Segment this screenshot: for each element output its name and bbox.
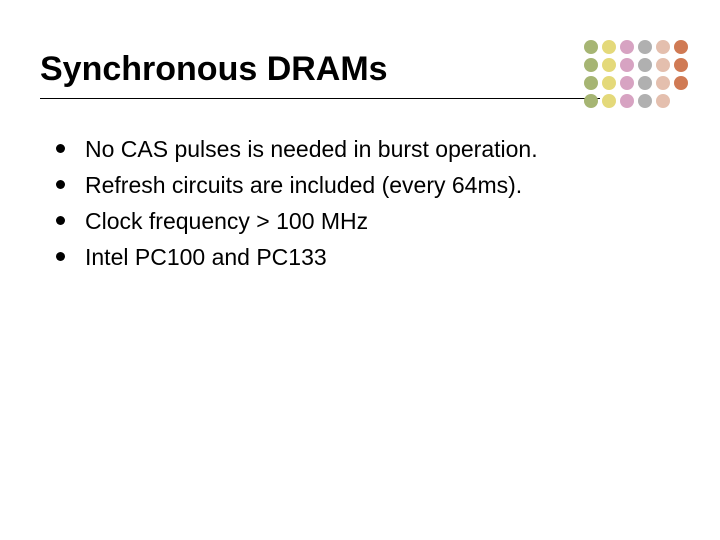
decor-dot [674,76,688,90]
bullet-icon [56,252,65,261]
decor-dot [620,76,634,90]
list-item: Refresh circuits are included (every 64m… [56,170,664,200]
decor-dot [674,40,688,54]
decor-dot [584,58,598,72]
decor-col-1 [584,40,598,112]
decor-dot [674,58,688,72]
decor-dot [638,58,652,72]
decor-dot [638,40,652,54]
decor-dot [602,40,616,54]
decor-col-2 [602,40,616,112]
bullet-list: No CAS pulses is needed in burst operati… [56,134,664,278]
slide-title: Synchronous DRAMs [40,50,388,89]
decor-dot [638,76,652,90]
bullet-icon [56,144,65,153]
decor-col-6 [674,40,688,112]
list-item: Intel PC100 and PC133 [56,242,664,272]
decor-dot [584,76,598,90]
decor-dot [602,94,616,108]
decor-dot [656,58,670,72]
bullet-text: Intel PC100 and PC133 [85,242,327,272]
decor-dot [602,76,616,90]
decor-col-3 [620,40,634,112]
decor-col-4 [638,40,652,112]
decor-dot [656,76,670,90]
slide: Synchronous DRAMs No CAS pulses is neede… [0,0,720,540]
decor-col-5 [656,40,670,112]
bullet-text: Clock frequency > 100 MHz [85,206,368,236]
decor-dot [638,94,652,108]
decor-dot-grid [584,40,692,112]
bullet-text: Refresh circuits are included (every 64m… [85,170,522,200]
decor-dot [584,40,598,54]
bullet-icon [56,216,65,225]
bullet-text: No CAS pulses is needed in burst operati… [85,134,538,164]
list-item: Clock frequency > 100 MHz [56,206,664,236]
decor-dot [656,40,670,54]
decor-dot [620,40,634,54]
title-underline [40,98,600,99]
list-item: No CAS pulses is needed in burst operati… [56,134,664,164]
decor-dot [620,58,634,72]
decor-dot [584,94,598,108]
decor-dot [656,94,670,108]
decor-dot [602,58,616,72]
decor-dot [620,94,634,108]
bullet-icon [56,180,65,189]
